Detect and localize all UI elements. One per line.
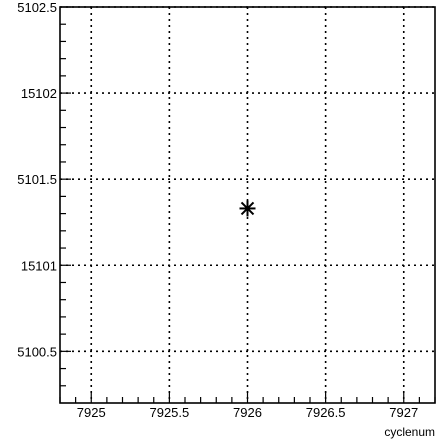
y-tick-label: 5100.5 [17,344,57,359]
marker-stroke [240,201,255,216]
x-tick-label: 7926 [233,405,262,420]
x-tick-label: 7925.5 [149,405,189,420]
y-tick-label: 15102 [21,86,57,101]
y-tick-label: 5101.5 [17,172,57,187]
x-tick-labels: 7925 7925.5 7926 7926.5 7927 [77,405,418,420]
data-point-marker [239,200,256,217]
x-tick-label: 7925 [77,405,106,420]
y-tick-labels: 5100.5 15101 5101.5 15102 5102.5 [17,0,57,359]
x-tick-label: 7926.5 [306,405,346,420]
y-tick-label: 15101 [21,258,57,273]
y-tick-label: 5102.5 [17,0,57,15]
plot-frame [59,6,436,404]
x-tick-label: 7927 [389,405,418,420]
data-points [239,200,256,217]
x-axis-title: cyclenum [384,425,435,439]
grid-lines [60,6,435,403]
